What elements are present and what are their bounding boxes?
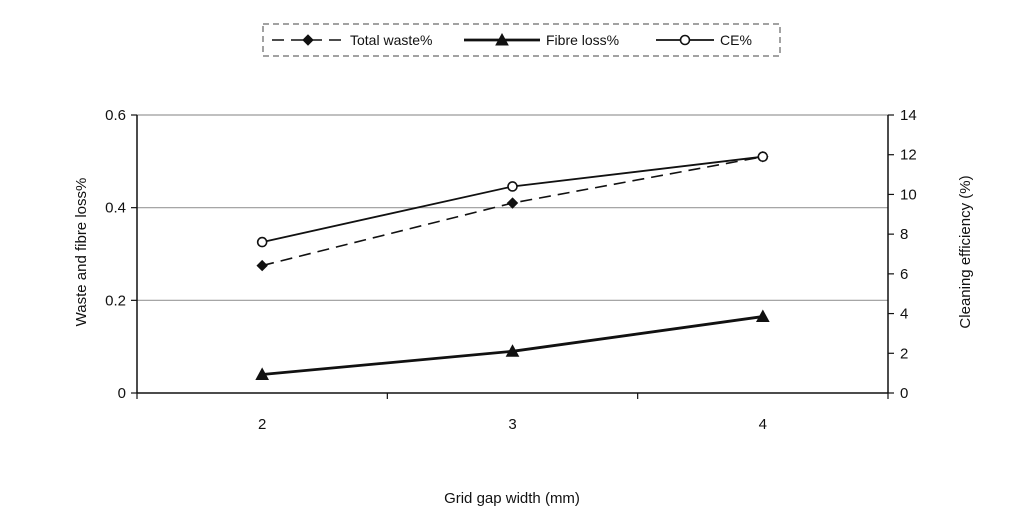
legend-item: Total waste% xyxy=(272,32,432,48)
series-ce- xyxy=(256,151,769,248)
data-point xyxy=(256,236,268,248)
y-axis-title: Waste and fibre loss% xyxy=(73,178,90,327)
x-tick-label: 3 xyxy=(508,416,516,433)
legend-swatch-marker xyxy=(302,34,314,46)
legend: Total waste% Fibre loss% CE% xyxy=(262,23,781,57)
y-tick-label: 0 xyxy=(118,385,126,402)
y-tick-label: 0.2 xyxy=(105,292,126,309)
y2-tick-label: 8 xyxy=(900,226,908,243)
series-fibre-loss- xyxy=(255,309,770,380)
legend-label: Total waste% xyxy=(350,32,432,48)
legend-item: Fibre loss% xyxy=(464,32,619,48)
y2-tick-label: 4 xyxy=(900,306,908,323)
data-point xyxy=(256,259,268,272)
legend-box xyxy=(262,23,781,57)
y2-axis-title: Cleaning efficiency (%) xyxy=(957,175,974,328)
legend-label: Fibre loss% xyxy=(546,32,619,48)
legend-swatch-marker xyxy=(679,34,691,46)
y2-tick-label: 6 xyxy=(900,266,908,283)
data-point xyxy=(507,181,518,192)
series-layer xyxy=(255,150,770,380)
x-tick-label: 4 xyxy=(759,416,767,433)
data-point xyxy=(755,309,770,323)
legend-swatch-marker xyxy=(495,32,509,46)
axes: 0 0.2 0.4 0.6 0 2 4 6 8 10 12 14 2 3 4 xyxy=(105,107,917,433)
y-tick-label: 0.4 xyxy=(105,200,126,217)
legend-label: CE% xyxy=(720,32,752,48)
data-point xyxy=(757,151,769,162)
y2-tick-label: 2 xyxy=(900,345,908,362)
y2-tick-label: 12 xyxy=(900,147,917,164)
y2-tick-label: 10 xyxy=(900,186,917,203)
y2-tick-label: 14 xyxy=(900,107,917,124)
series-line xyxy=(261,155,763,267)
legend-item: CE% xyxy=(656,32,752,48)
data-point xyxy=(506,197,519,209)
data-point xyxy=(255,367,270,380)
x-axis-title: Grid gap width (mm) xyxy=(444,490,580,507)
series-total-waste- xyxy=(256,150,769,272)
x-tick-label: 2 xyxy=(258,416,266,433)
y2-tick-label: 0 xyxy=(900,385,908,402)
data-point xyxy=(505,344,520,357)
y-tick-label: 0.6 xyxy=(105,107,126,124)
